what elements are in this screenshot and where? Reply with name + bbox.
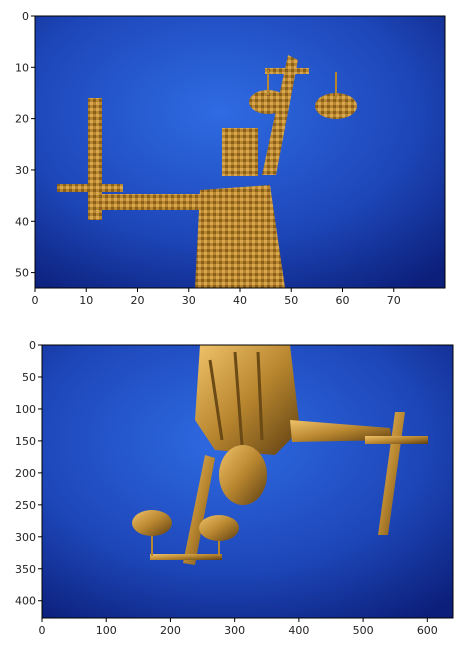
- x-tick-label: 10: [79, 294, 93, 307]
- image-1-statue: [57, 55, 357, 288]
- y-tick-label: 50: [22, 371, 36, 384]
- x-tick-label: 400: [288, 624, 309, 637]
- y-tick-label: 150: [15, 435, 36, 448]
- y-tick-label: 100: [15, 403, 36, 416]
- image-2-frame: [41, 344, 454, 619]
- x-tick-label: 300: [224, 624, 245, 637]
- image-2-statue: [132, 345, 428, 565]
- panel-1: 0 10 20 30 40 50 60 70 0 10 20 30 40 50: [15, 10, 446, 307]
- y-tick-label: 30: [15, 164, 29, 177]
- y-tick-label: 0: [29, 339, 36, 352]
- y-tick-label: 350: [15, 563, 36, 576]
- x-tick-label: 30: [182, 294, 196, 307]
- y-tick-label: 300: [15, 531, 36, 544]
- x-tick-label: 0: [39, 624, 46, 637]
- y-tick-label: 50: [15, 267, 29, 280]
- x-tick-label: 0: [32, 294, 39, 307]
- x-tick-label: 200: [160, 624, 181, 637]
- y-tick-label: 20: [15, 113, 29, 126]
- x-tick-label: 600: [417, 624, 438, 637]
- y-tick-label: 40: [15, 215, 29, 228]
- x-tick-label: 500: [353, 624, 374, 637]
- y-tick-label: 0: [22, 10, 29, 23]
- panel-2: 0 100 200 300 400 500 600 0 50 100 150 200 250 300 350…: [15, 339, 454, 637]
- x-tick-label: 70: [387, 294, 401, 307]
- x-tick-label: 40: [233, 294, 247, 307]
- image-1-axes: 0 10 20 30 40 50 60 70 0 10 20 30 40 50: [15, 10, 401, 307]
- x-tick-label: 20: [131, 294, 145, 307]
- y-tick-label: 10: [15, 61, 29, 74]
- x-tick-label: 60: [336, 294, 350, 307]
- y-tick-label: 200: [15, 467, 36, 480]
- x-tick-label: 50: [284, 294, 298, 307]
- y-tick-label: 400: [15, 595, 36, 608]
- image-2-axes: 0 100 200 300 400 500 600 0 50 100 150 200 250 300 350…: [15, 339, 438, 637]
- y-tick-label: 250: [15, 499, 36, 512]
- x-tick-label: 100: [96, 624, 117, 637]
